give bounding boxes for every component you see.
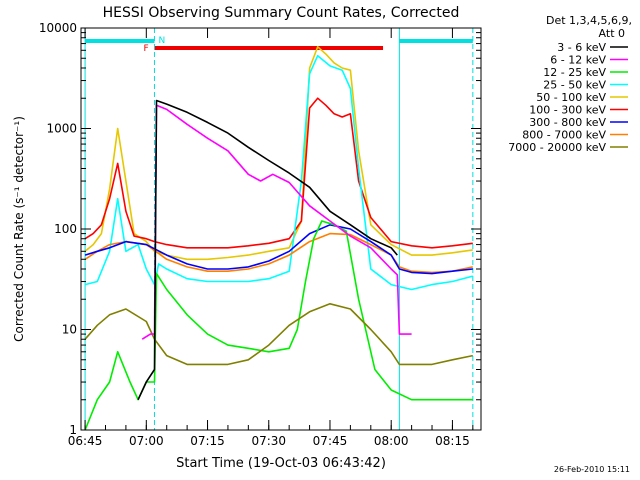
legend-label-6: 300 - 800 keV	[529, 116, 606, 129]
y-tick-label-4: 10000	[39, 21, 77, 35]
x-tick-label-1: 07:00	[129, 434, 164, 448]
x-tick-label-6: 08:15	[435, 434, 470, 448]
timestamp: 26-Feb-2010 15:11	[554, 465, 630, 474]
legend-label-4: 50 - 100 keV	[536, 91, 606, 104]
flag-bars: NF	[85, 28, 473, 430]
x-tick-label-3: 07:30	[251, 434, 286, 448]
legend-label-0: 3 - 6 keV	[557, 41, 606, 54]
legend-header-line2: Att 0	[599, 27, 625, 40]
x-tick-label-4: 07:45	[313, 434, 348, 448]
legend-label-3: 25 - 50 keV	[543, 79, 606, 92]
flag-label-2: F	[143, 44, 148, 54]
legend-label-8: 7000 - 20000 keV	[508, 141, 606, 154]
x-axis-label: Start Time (19-Oct-03 06:43:42)	[176, 456, 386, 471]
plot-frame	[81, 28, 481, 430]
axis-ticks: 06:4507:0007:1507:3007:4508:0008:1511010…	[39, 21, 481, 448]
legend-label-2: 12 - 25 keV	[543, 66, 606, 79]
legend-label-1: 6 - 12 keV	[550, 54, 606, 67]
series-line-12-25keV-keV	[85, 221, 473, 430]
x-tick-label-2: 07:15	[190, 434, 225, 448]
series-line-50-100keV-keV	[85, 47, 473, 259]
y-tick-label-3: 1000	[46, 122, 77, 136]
y-axis-label: Corrected Count Rate (s⁻¹ detector⁻¹)	[12, 116, 26, 342]
series-line-100-300keV-keV	[85, 98, 473, 248]
legend-label-5: 100 - 300 keV	[529, 104, 606, 117]
plot-series	[85, 47, 473, 430]
y-tick-label-2: 100	[54, 222, 77, 236]
count-rate-chart: NF 06:4507:0007:1507:3007:4508:0008:1511…	[0, 0, 640, 480]
x-tick-label-5: 08:00	[374, 434, 409, 448]
legend-header-line1: Det 1,3,4,5,6,9,	[546, 14, 632, 27]
y-tick-label-0: 1	[69, 423, 77, 437]
chart-title: HESSI Observing Summary Count Rates, Cor…	[103, 5, 460, 21]
legend: 3 - 6 keV6 - 12 keV12 - 25 keV25 - 50 ke…	[508, 41, 628, 154]
legend-label-7: 800 - 7000 keV	[522, 129, 606, 142]
y-tick-label-1: 10	[62, 323, 77, 337]
flag-label-1: N	[158, 36, 165, 46]
series-line-7000-20000keV-keV	[85, 304, 473, 365]
